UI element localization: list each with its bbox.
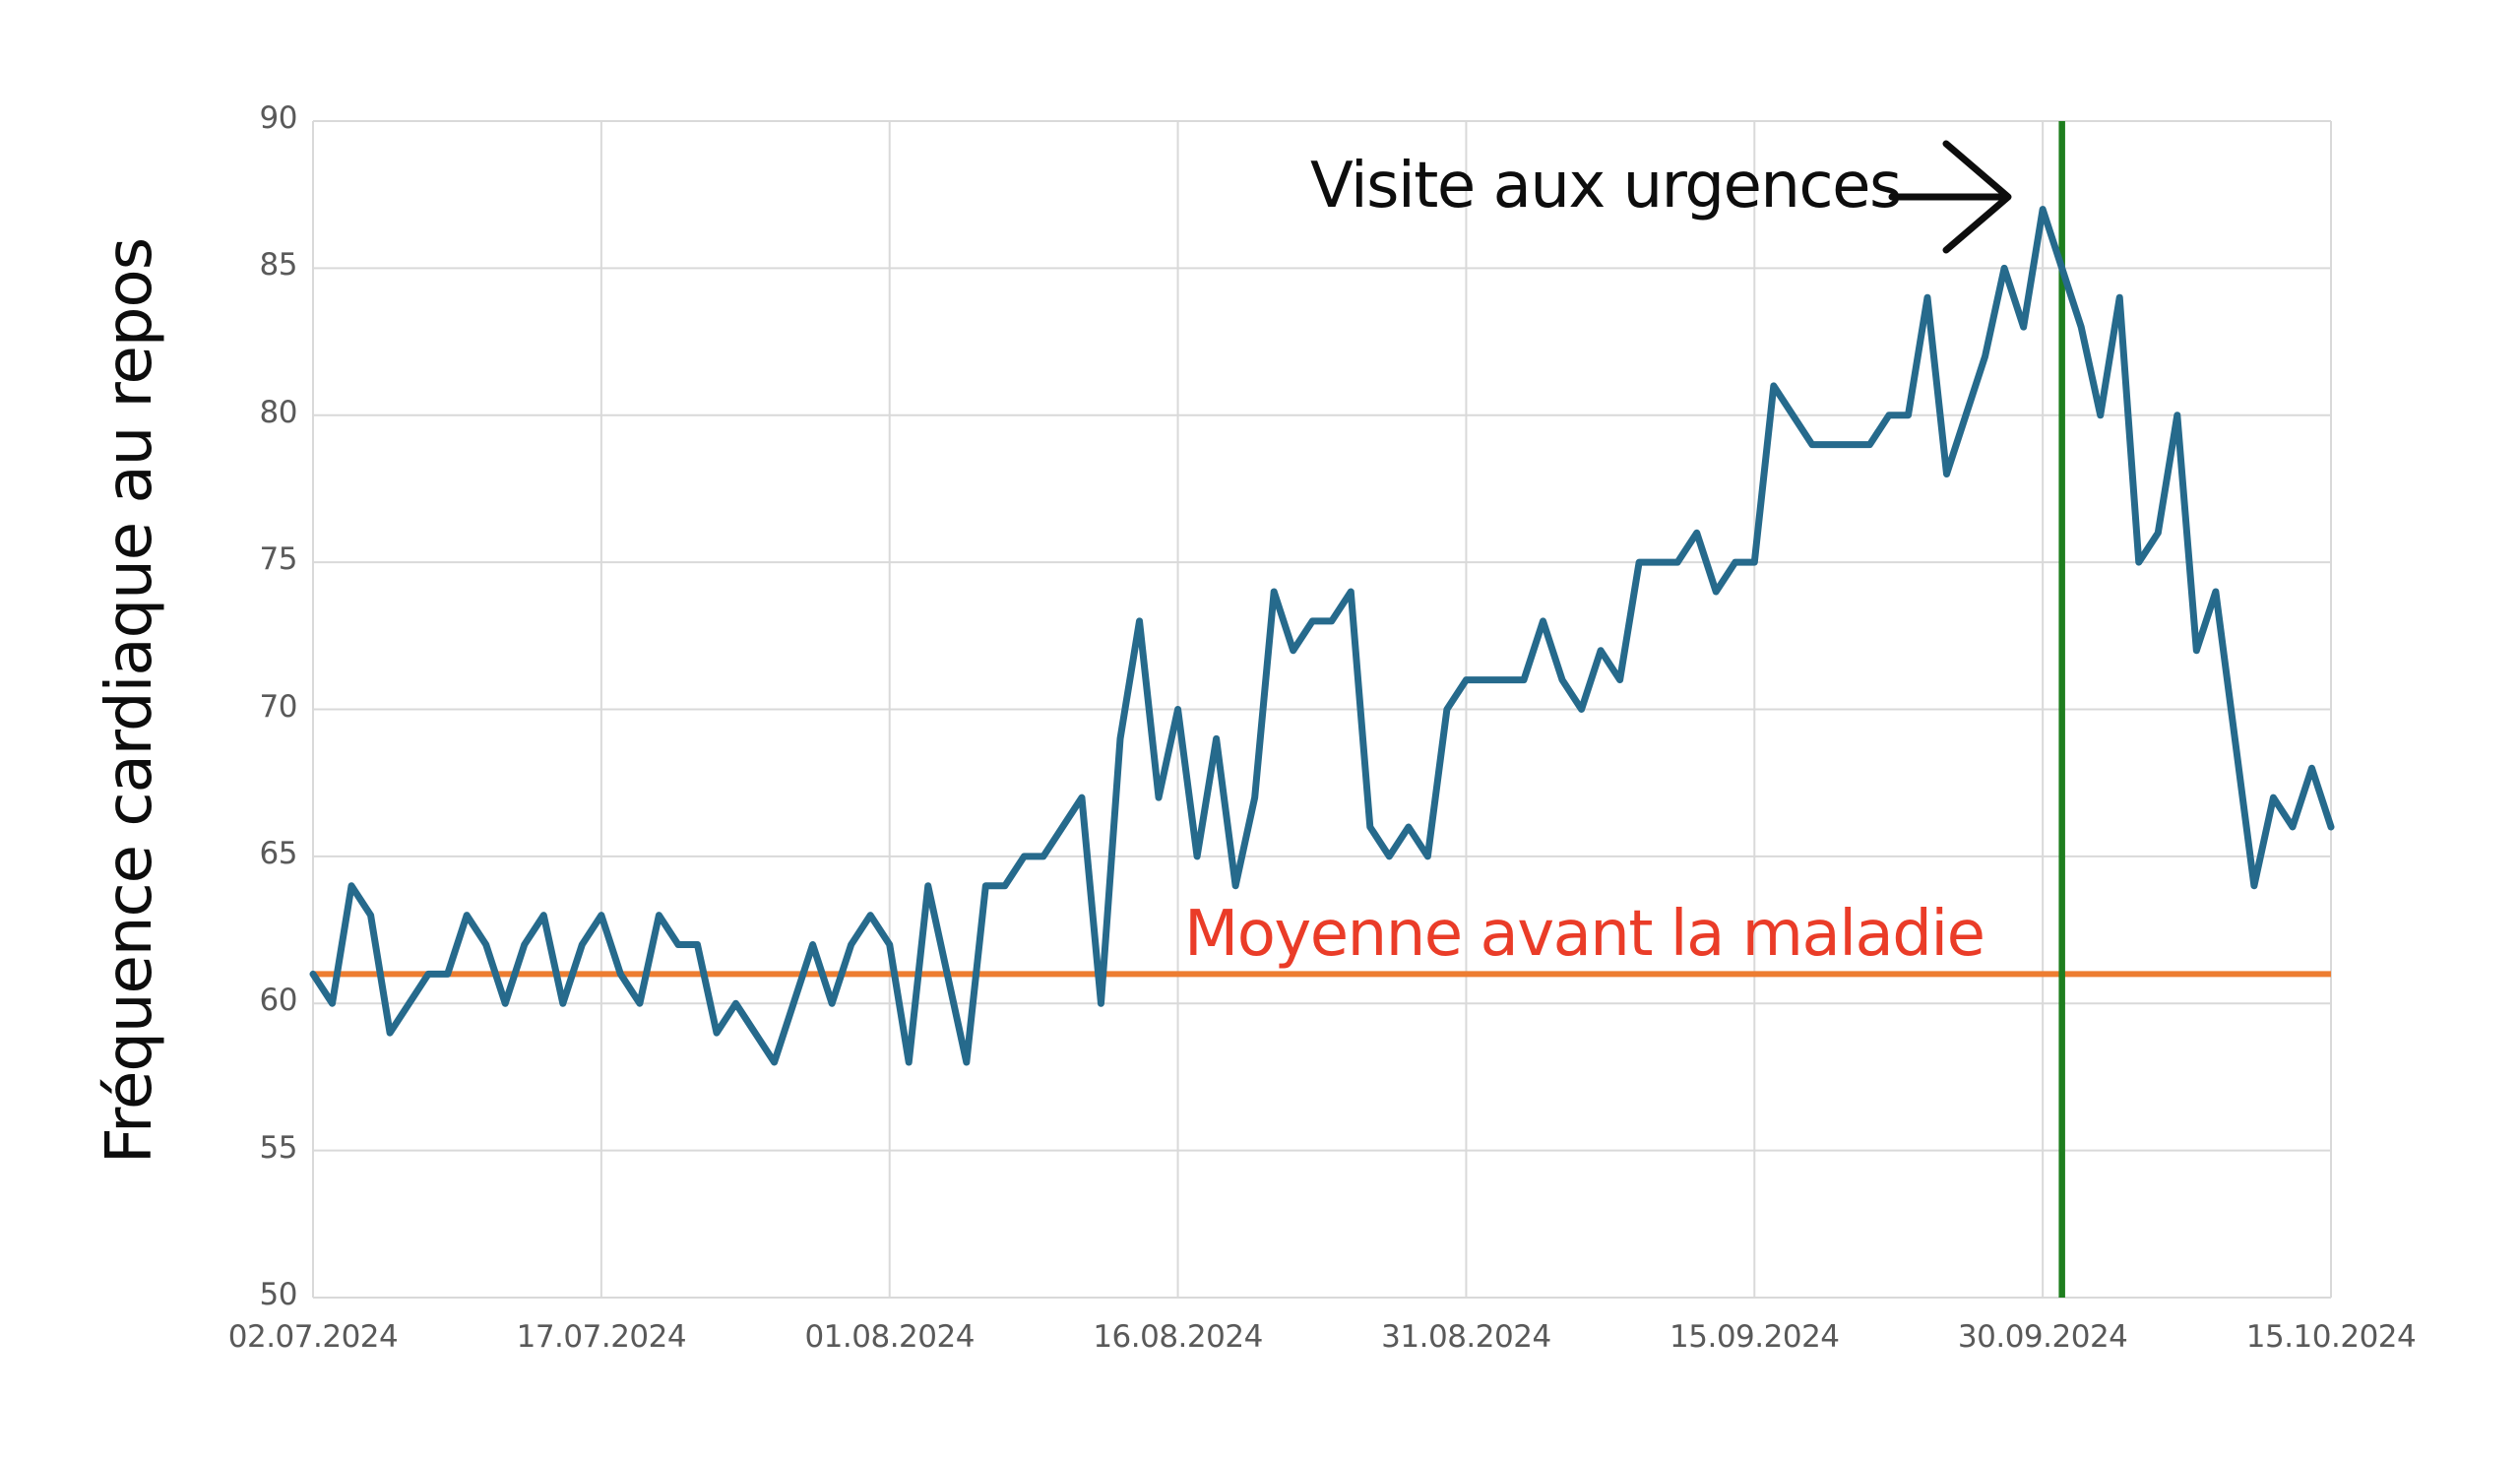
y-tick-label: 75 [259, 541, 298, 578]
event-annotation-label: Visite aux urgences [1310, 150, 1902, 222]
y-tick-label: 60 [259, 983, 298, 1019]
y-axis-title: Fréquence cardiaque au repos [94, 237, 166, 1165]
x-tick-label: 30.09.2024 [1957, 1319, 2128, 1355]
heart-rate-series-line [309, 206, 2335, 1066]
x-tick-label: 16.08.2024 [1093, 1319, 1263, 1355]
y-tick-label: 80 [259, 394, 298, 430]
baseline-annotation-label: Moyenne avant la maladie [1184, 898, 1985, 971]
x-tick-label: 15.09.2024 [1670, 1319, 1840, 1355]
y-tick-label: 85 [259, 247, 298, 284]
right-arrow-icon [1888, 140, 2012, 254]
x-tick-label: 15.10.2024 [2245, 1319, 2417, 1355]
x-tick-label: 17.07.2024 [516, 1319, 687, 1355]
y-tick-label: 55 [259, 1129, 298, 1166]
chart-plot-area [309, 120, 2335, 1299]
y-tick-label: 50 [259, 1277, 298, 1312]
y-tick-label: 65 [259, 835, 298, 871]
x-tick-label: 01.08.2024 [804, 1319, 975, 1355]
y-tick-label: 90 [259, 100, 298, 136]
x-tick-label: 31.08.2024 [1381, 1319, 1551, 1355]
y-tick-label: 70 [259, 688, 298, 725]
x-tick-label: 02.07.2024 [227, 1319, 399, 1355]
